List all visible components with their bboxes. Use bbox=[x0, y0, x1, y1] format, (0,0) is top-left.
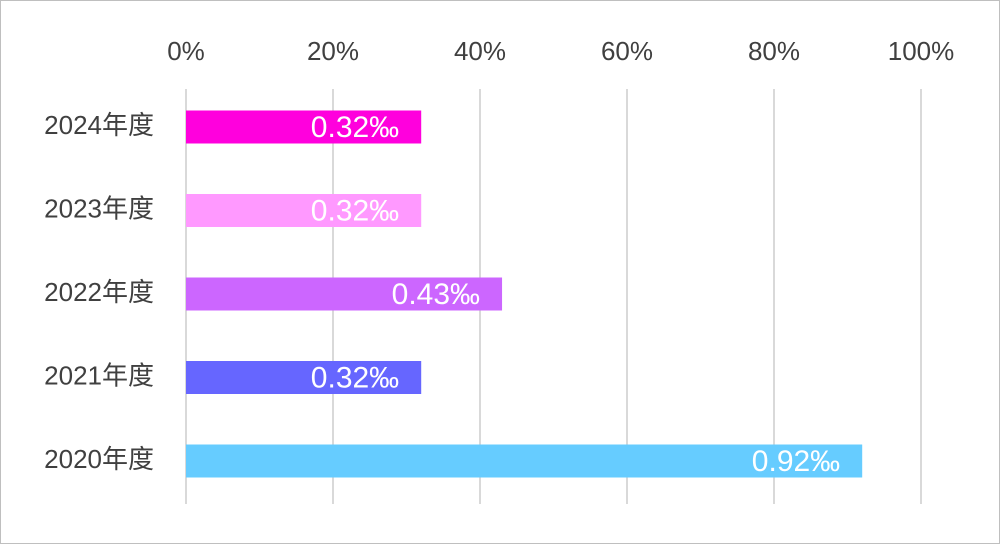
x-tick-label: 100% bbox=[888, 36, 955, 66]
x-tick-label: 20% bbox=[307, 36, 359, 66]
data-label: 0.32‰ bbox=[311, 111, 399, 144]
data-label: 0.32‰ bbox=[311, 194, 399, 227]
bar bbox=[186, 361, 422, 394]
bar bbox=[186, 277, 503, 311]
x-tick-label: 80% bbox=[748, 36, 800, 66]
data-label: 0.92‰ bbox=[752, 445, 840, 478]
x-tick-label: 40% bbox=[454, 36, 506, 66]
data-label: 0.43‰ bbox=[392, 278, 480, 311]
bar bbox=[186, 110, 422, 144]
category-label: 2021年度 bbox=[44, 360, 154, 390]
bars bbox=[186, 110, 863, 478]
category-label: 2022年度 bbox=[44, 277, 154, 307]
x-tick-label: 0% bbox=[167, 36, 205, 66]
category-labels: 2024年度 2023年度 2022年度 2021年度 2020年度 bbox=[44, 110, 154, 474]
category-label: 2020年度 bbox=[44, 444, 154, 474]
x-axis-tick-labels: 0% 20% 40% 60% 80% 100% bbox=[167, 36, 954, 66]
category-label: 2023年度 bbox=[44, 193, 154, 223]
category-label: 2024年度 bbox=[44, 110, 154, 140]
data-labels: 0.32‰ 0.32‰ 0.43‰ 0.32‰ 0.92‰ bbox=[311, 111, 840, 478]
bar bbox=[186, 444, 863, 478]
data-label: 0.32‰ bbox=[311, 361, 399, 394]
bar bbox=[186, 194, 422, 227]
x-tick-label: 60% bbox=[601, 36, 653, 66]
